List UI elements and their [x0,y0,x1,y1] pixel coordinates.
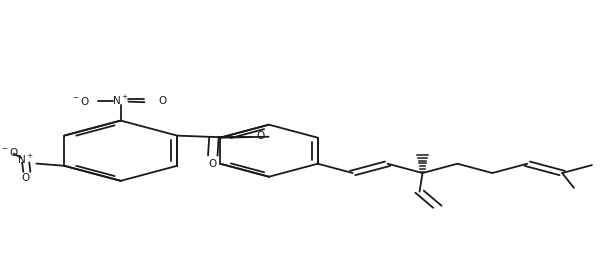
Text: O: O [208,159,217,169]
Text: N$^+$: N$^+$ [112,94,129,107]
Text: O: O [22,173,30,183]
Text: O: O [256,132,265,141]
Text: N$^+$: N$^+$ [18,153,34,166]
Text: $^-$O: $^-$O [71,95,90,107]
Text: $^-$O: $^-$O [0,145,19,158]
Text: O: O [158,96,166,105]
